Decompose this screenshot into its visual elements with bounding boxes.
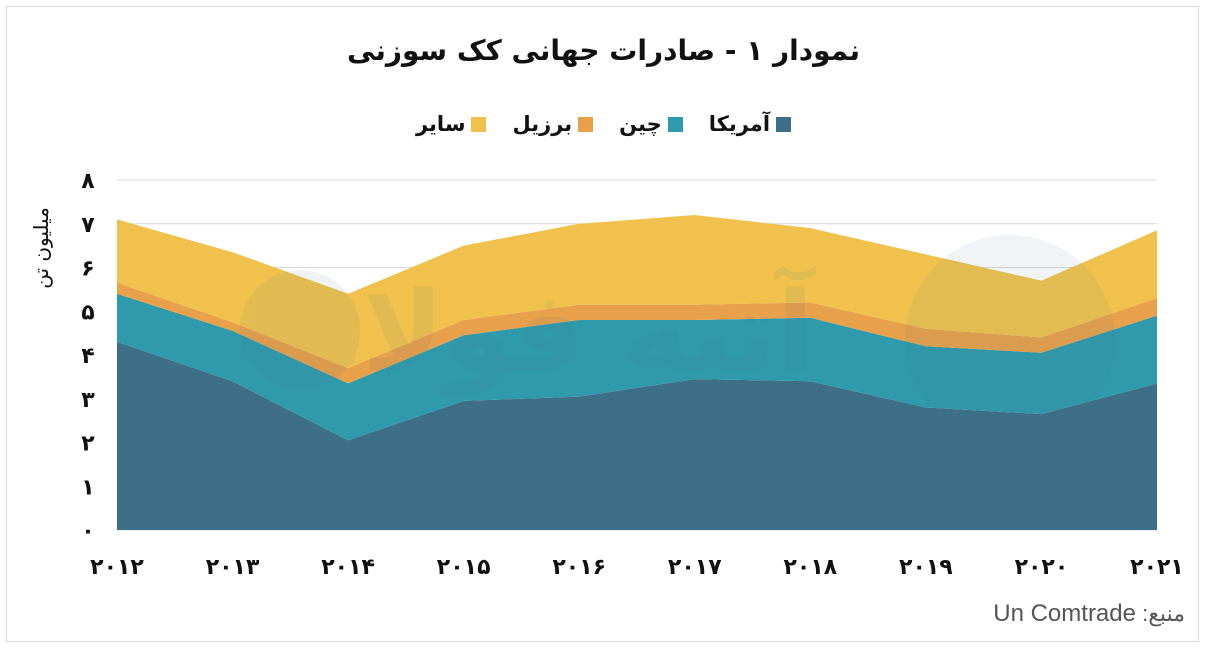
x-tick-label: ۲۰۲۰ <box>1015 555 1069 580</box>
x-tick-label: ۲۰۱۳ <box>206 555 260 580</box>
legend-label-usa: آمریکا <box>708 112 771 136</box>
x-tick-label: ۲۰۱۷ <box>668 555 722 580</box>
watermark-logo: آتیه فولاد <box>240 235 1115 445</box>
watermark-text: آتیه فولاد <box>306 264 817 397</box>
x-tick-label: ۲۰۱۴ <box>321 555 375 580</box>
x-tick-label: ۲۰۲۱ <box>1130 555 1184 580</box>
y-tick-label: ۴ <box>81 344 94 369</box>
x-tick-label: ۲۰۱۲ <box>90 555 144 580</box>
x-tick-label: ۲۰۱۶ <box>552 555 606 580</box>
area-series <box>117 215 1157 530</box>
legend-swatch-usa <box>776 116 792 132</box>
chart-frame <box>6 6 1199 642</box>
legend: آمریکا چین برزیل سایر <box>0 112 1207 136</box>
y-tick-label: ۷ <box>81 213 95 238</box>
x-tick-label: ۲۰۱۸ <box>783 555 837 580</box>
area-series-2 <box>117 282 1157 384</box>
chart-title: نمودار ۱ - صادرات جهانی کک سوزنی <box>347 34 860 67</box>
legend-swatch-china <box>667 116 683 132</box>
y-axis-label: میلیون تن <box>29 207 53 289</box>
y-tick-label: ۱ <box>81 475 94 500</box>
area-series-1 <box>117 293 1157 441</box>
y-tick-label: ۸ <box>81 169 95 194</box>
y-tick-label: ۳ <box>81 388 95 413</box>
x-tick-label: ۲۰۱۹ <box>899 555 953 580</box>
area-series-0 <box>117 341 1157 530</box>
area-series-3 <box>117 215 1157 369</box>
y-tick-label: ۲ <box>81 432 95 457</box>
source-value: Un Comtrade <box>993 600 1136 627</box>
legend-item-brazil: برزیل <box>512 112 594 136</box>
source-label: منبع: <box>1142 601 1185 626</box>
legend-item-china: چین <box>619 112 683 136</box>
y-tick-labels: ۰ ۱ ۲ ۳ ۴ ۵ ۶ ۷ ۸ <box>81 169 95 544</box>
x-tick-labels: ۲۰۱۲ ۲۰۱۳ ۲۰۱۴ ۲۰۱۵ ۲۰۱۶ ۲۰۱۷ ۲۰۱۸ ۲۰۱۹ ۲۰۲۰ ۲۰۲۱ <box>90 555 1184 580</box>
legend-label-brazil: برزیل <box>512 112 573 136</box>
legend-swatch-other <box>471 116 487 132</box>
legend-label-china: چین <box>619 112 662 136</box>
x-tick-label: ۲۰۱۵ <box>437 555 491 580</box>
y-tick-label: ۶ <box>81 257 94 282</box>
legend-label-other: سایر <box>415 112 466 136</box>
y-tick-label: ۵ <box>81 300 94 325</box>
legend-swatch-brazil <box>578 116 594 132</box>
legend-item-usa: آمریکا <box>708 112 792 136</box>
legend-item-other: سایر <box>416 112 487 136</box>
y-tick-label: ۰ <box>81 519 94 544</box>
source-note: منبع: Un Comtrade <box>993 600 1185 628</box>
